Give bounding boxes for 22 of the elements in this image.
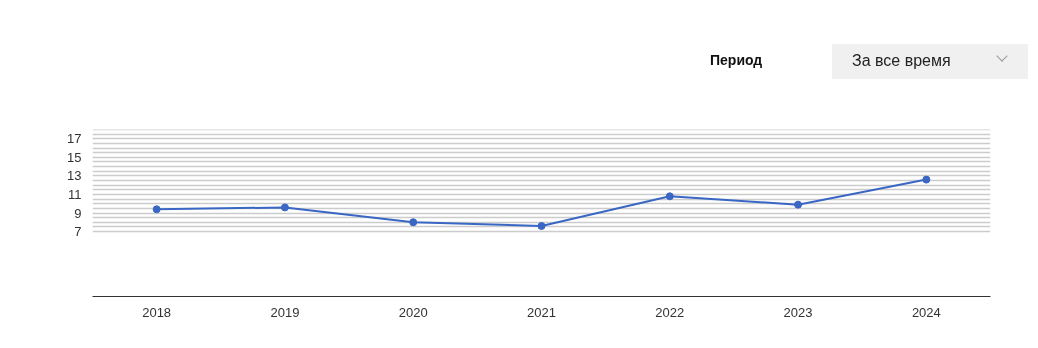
y-tick-label: 9: [74, 205, 82, 221]
point: [665, 192, 674, 201]
x-tick-label: 2020: [398, 304, 428, 320]
y-tick-label: 7: [74, 223, 82, 239]
x-tick-label: 2018: [142, 304, 172, 320]
y-tick-label: 17: [67, 131, 82, 147]
text: За все время: [832, 44, 1028, 79]
text: Период: [710, 51, 763, 70]
point: [537, 221, 546, 230]
point: [794, 200, 803, 209]
point: [152, 205, 161, 214]
x-tick-label: 2024: [911, 304, 941, 320]
y-tick-label: 11: [68, 186, 82, 202]
x-tick-label: 2021: [527, 304, 556, 320]
y-tick-label: 15: [67, 149, 82, 165]
point: [280, 203, 289, 212]
x-tick-label: 2022: [655, 304, 685, 320]
y-tick-label: 13: [67, 168, 82, 184]
x-tick-label: 2023: [783, 304, 813, 320]
point: [922, 175, 931, 184]
x-tick-label: 2019: [270, 304, 300, 320]
point: [409, 218, 418, 227]
